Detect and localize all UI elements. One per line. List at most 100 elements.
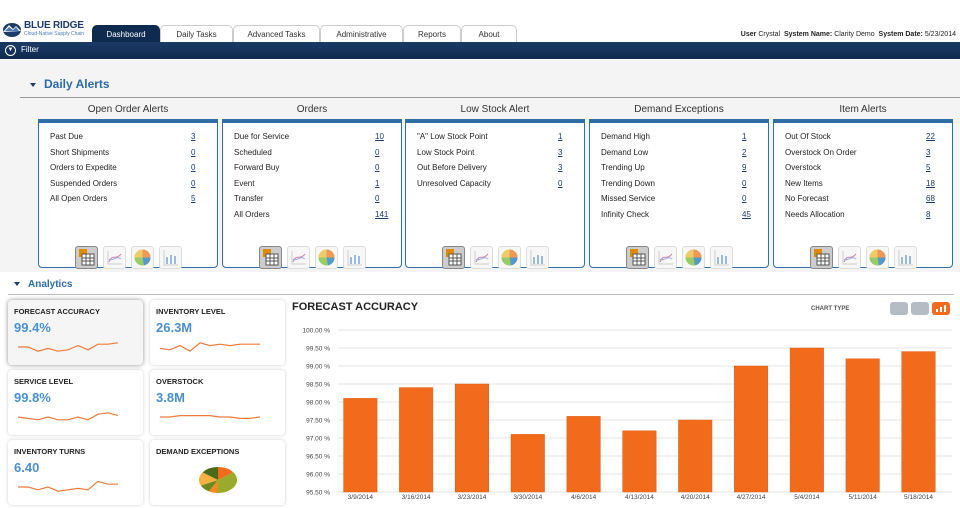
table-view-icon[interactable] [442, 246, 465, 269]
tab-advanced-tasks[interactable]: Advanced Tasks [233, 25, 320, 42]
alert-label: Scheduled [234, 147, 272, 157]
table-view-icon[interactable] [259, 246, 282, 269]
bar[interactable] [399, 387, 434, 493]
alert-count-link[interactable]: 3 [558, 163, 563, 173]
alert-count-link[interactable]: 1 [558, 132, 563, 141]
tab-daily-tasks[interactable]: Daily Tasks [160, 25, 233, 42]
filter-icon[interactable]: ▼ [5, 45, 16, 56]
bar[interactable] [566, 416, 601, 493]
alert-count-link[interactable]: 3 [558, 147, 563, 157]
bar[interactable] [454, 383, 489, 493]
pie-chart-view-icon[interactable] [866, 246, 889, 269]
kpi-card[interactable]: OVERSTOCK 3.8M [150, 370, 285, 435]
bar-chart-icon[interactable] [932, 302, 950, 315]
bar[interactable] [845, 358, 880, 493]
alert-row: Scheduled 0 [234, 148, 384, 157]
system-date-label: System Date: [878, 31, 923, 38]
pie-chart-view-icon[interactable] [131, 246, 154, 269]
alert-panel: Due for Service 10 Scheduled 0 Forward Buy 0 E… [222, 119, 402, 269]
line-chart-view-icon[interactable] [838, 246, 861, 269]
tab-about[interactable]: About [461, 25, 517, 42]
alert-count-link[interactable]: 9 [742, 163, 747, 173]
kpi-card[interactable]: SERVICE LEVEL 99.8% [8, 370, 143, 435]
alert-count-link[interactable]: 5 [926, 163, 931, 173]
alert-count-link[interactable]: 0 [375, 163, 380, 173]
alert-count-link[interactable]: 68 [926, 194, 935, 204]
alert-label: All Open Orders [50, 194, 108, 204]
kpi-card[interactable]: INVENTORY LEVEL 26.3M [150, 300, 285, 365]
tab-reports[interactable]: Reports [403, 25, 461, 42]
alert-count-link[interactable]: 8 [926, 210, 931, 219]
bar[interactable] [901, 351, 936, 493]
blue-ridge-logo[interactable]: BLUE RIDGE Cloud-Native Supply Chain [3, 19, 88, 39]
kpi-card[interactable]: FORECAST ACCURACY 99.4% [8, 300, 143, 365]
alert-count-link[interactable]: 3 [926, 147, 931, 157]
alert-count-link[interactable]: 2 [742, 147, 747, 157]
alert-count-link[interactable]: 0 [742, 178, 747, 188]
bar[interactable] [510, 434, 545, 493]
alert-count-link[interactable]: 0 [191, 178, 196, 188]
alert-count-link[interactable]: 0 [375, 147, 380, 157]
analytics-toggle[interactable]: Analytics [14, 279, 72, 290]
alert-label: All Orders [234, 210, 270, 219]
tab-administrative[interactable]: Administrative [320, 25, 403, 42]
x-tick-label: 3/16/2014 [402, 494, 431, 501]
line-chart-view-icon[interactable] [287, 246, 310, 269]
filter-button[interactable]: Filter [21, 45, 39, 54]
alert-count-link[interactable]: 0 [191, 147, 196, 157]
analytics-title: Analytics [28, 279, 73, 290]
alert-count-link[interactable]: 0 [742, 194, 747, 204]
kpi-card[interactable]: DEMAND EXCEPTIONS [150, 440, 285, 505]
table-view-icon[interactable] [75, 246, 98, 269]
bar-chart-view-icon[interactable] [710, 246, 733, 269]
table-view-icon[interactable] [810, 246, 833, 269]
bar-chart-view-icon[interactable] [343, 246, 366, 269]
alert-count-link[interactable]: 22 [926, 132, 935, 141]
alert-count-link[interactable]: 45 [742, 210, 751, 219]
pie-chart-view-icon[interactable] [315, 246, 338, 269]
daily-alerts-toggle[interactable]: Daily Alerts [30, 77, 110, 91]
y-tick-label: 98.50 % [306, 382, 330, 389]
bar[interactable] [343, 398, 378, 493]
alert-panel: "A" Low Stock Point 1 Low Stock Point 3 Out … [405, 119, 585, 269]
alert-count-link[interactable]: 1 [742, 132, 747, 141]
alert-label: Trending Up [601, 163, 645, 173]
line-chart-view-icon[interactable] [654, 246, 677, 269]
alert-label: Suspended Orders [50, 178, 118, 188]
pie-chart-view-icon[interactable] [498, 246, 521, 269]
alert-count-link[interactable]: 0 [191, 163, 196, 173]
bar-chart-view-icon[interactable] [526, 246, 549, 269]
kpi-value: 3.8M [156, 390, 185, 405]
bar[interactable] [678, 419, 713, 493]
line-chart-view-icon[interactable] [470, 246, 493, 269]
table-view-icon[interactable] [626, 246, 649, 269]
alert-count-link[interactable]: 5 [191, 194, 196, 204]
collapse-caret-icon[interactable] [14, 282, 20, 287]
bar-chart-view-icon[interactable] [159, 246, 182, 269]
kpi-title: OVERSTOCK [156, 377, 204, 386]
bar[interactable] [789, 347, 824, 493]
kpi-value: 99.8% [14, 390, 51, 405]
alert-count-link[interactable]: 0 [558, 178, 563, 188]
alert-count-link[interactable]: 141 [375, 210, 389, 219]
alert-count-link[interactable]: 3 [191, 132, 196, 141]
line-chart-icon[interactable] [911, 302, 929, 315]
pie-slice [208, 480, 218, 493]
alert-count-link[interactable]: 10 [375, 132, 384, 141]
alert-count-link[interactable]: 18 [926, 178, 935, 188]
alert-count-link[interactable]: 0 [375, 194, 380, 204]
line-chart-view-icon[interactable] [103, 246, 126, 269]
kpi-card[interactable]: INVENTORY TURNS 6.40 [8, 440, 143, 505]
alert-panel: Out Of Stock 22 Overstock On Order 3 Oversto… [773, 119, 953, 269]
bar-chart-view-icon[interactable] [894, 246, 917, 269]
system-name-label: System Name: [783, 31, 833, 38]
x-tick-label: 5/4/2014 [794, 494, 820, 501]
bar[interactable] [622, 430, 657, 493]
alert-count-link[interactable]: 1 [375, 178, 380, 188]
tab-dashboard[interactable]: Dashboard [92, 25, 160, 42]
collapse-caret-icon[interactable] [30, 82, 36, 87]
bar[interactable] [734, 365, 769, 493]
alert-row: No Forecast 68 [785, 194, 935, 203]
area-chart-icon[interactable] [890, 302, 908, 315]
pie-chart-view-icon[interactable] [682, 246, 705, 269]
